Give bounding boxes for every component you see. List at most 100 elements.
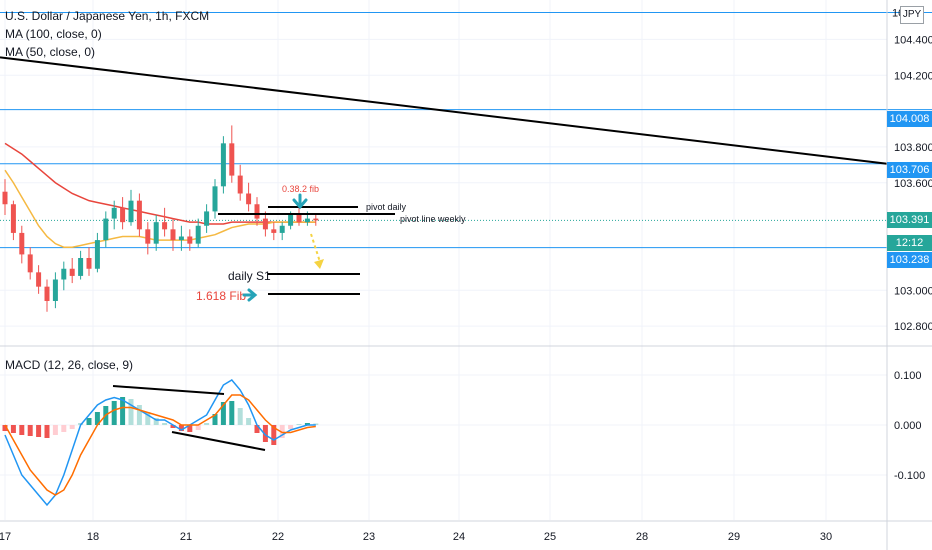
macd-histogram-bar: [279, 425, 285, 438]
candle-body: [279, 225, 285, 233]
macd-histogram-bar: [120, 397, 126, 425]
candle-body: [103, 218, 109, 241]
macd-histogram-bar: [296, 424, 302, 425]
macd-legend: MACD (12, 26, close, 9): [5, 358, 134, 372]
horizontal-levels: [0, 12, 932, 249]
candle-body: [78, 258, 84, 276]
chart-title: U.S. Dollar / Japanese Yen, 1h, FXCM: [5, 9, 210, 23]
fib382-label: 0.38.2 fib: [282, 184, 319, 194]
candle: [145, 222, 151, 255]
price-tag-r2: 103.706: [887, 162, 932, 178]
macd-histogram-bar: [204, 423, 210, 425]
candle-body: [2, 191, 8, 205]
candle: [111, 200, 117, 230]
candle: [279, 222, 285, 241]
macd-histogram-bar: [19, 425, 25, 435]
time-tick-label: 24: [453, 531, 465, 543]
time-tick-label: 22: [272, 531, 284, 543]
time-tick-label: 23: [363, 531, 375, 543]
candle: [94, 232, 100, 273]
macd-histogram-bar: [61, 425, 67, 432]
candle: [212, 179, 218, 219]
macd-histogram-bar: [52, 425, 58, 435]
time-tick-label: 30: [820, 531, 832, 543]
candle: [195, 218, 201, 248]
currency-badge[interactable]: JPY: [900, 6, 924, 24]
candle-body: [19, 232, 25, 255]
candle-body: [178, 236, 184, 241]
annotations: pivot daily pivot line weekly 0.38.2 fib da…: [196, 184, 466, 303]
candle-body: [296, 215, 302, 223]
candle-body: [27, 254, 33, 273]
macd-tick-label: -0.100: [894, 470, 925, 482]
price-tag-last: 103.391: [887, 212, 932, 228]
macd-histogram-bar: [304, 423, 310, 425]
candle: [120, 197, 126, 230]
price-tick-label: 104.400: [894, 34, 932, 46]
ma100-line: [4, 142, 316, 225]
candle-body: [262, 218, 268, 230]
candle-body: [36, 272, 42, 287]
candle-body: [120, 207, 126, 223]
candle: [27, 247, 33, 280]
price-tick-label: 102.800: [894, 321, 932, 333]
candle: [69, 258, 75, 284]
macd-tick-label: 0.100: [894, 370, 922, 382]
candle: [246, 182, 252, 212]
candle: [19, 225, 25, 264]
candle: [162, 207, 168, 237]
macd-signal-line: [4, 394, 316, 496]
ma50-legend: MA (50, close, 0): [5, 45, 96, 59]
time-tick-label: 28: [636, 531, 648, 543]
macd-histogram-bar: [212, 414, 218, 425]
candle: [136, 193, 142, 237]
grid: [0, 0, 887, 520]
fib1618-label: 1.618 Fib: [196, 289, 246, 303]
candle-body: [187, 236, 193, 244]
macd-histogram-bar: [27, 425, 33, 436]
candle-body: [10, 204, 16, 233]
time-tick-label: 21: [180, 531, 192, 543]
candle-body: [111, 207, 117, 219]
candle: [36, 265, 42, 294]
trendline-down: [0, 56, 888, 165]
candle: [170, 218, 176, 251]
macd-histogram-bar: [237, 408, 243, 425]
macd-histogram-bar: [187, 425, 193, 432]
macd-histogram-bar: [254, 425, 260, 433]
macd-histogram-bar: [86, 418, 92, 425]
candle: [2, 179, 8, 215]
candle: [237, 164, 243, 201]
price-tag-r1: 104.008: [887, 111, 932, 127]
macd-histogram-bar: [162, 423, 168, 425]
macd-histogram-bar: [195, 425, 201, 430]
candle-body: [153, 222, 159, 244]
candle: [128, 189, 134, 226]
macd-histogram-bar: [246, 418, 252, 425]
macd-histogram-bar: [229, 401, 235, 425]
daily-s1-label: daily S1: [228, 269, 271, 283]
candle-body: [271, 229, 277, 233]
divergence-line-upper: [112, 385, 225, 395]
candle: [86, 247, 92, 276]
macd-histogram-bar: [153, 418, 159, 425]
candle-body: [254, 204, 260, 219]
time-tick-label: 25: [544, 531, 556, 543]
macd-histogram-bar: [111, 401, 117, 425]
macd-line: [4, 379, 316, 507]
candle: [103, 211, 109, 248]
candle-body: [52, 279, 58, 301]
macd-histogram-bar: [36, 425, 42, 437]
price-tick-label: 103.800: [894, 142, 932, 154]
candle: [204, 204, 210, 233]
time-tick-label: 29: [728, 531, 740, 543]
macd-histogram-bar: [170, 425, 176, 428]
macd-pane: [2, 379, 319, 507]
candle-body: [220, 143, 226, 187]
candle: [313, 215, 319, 226]
candle-body: [212, 186, 218, 212]
candle-body: [313, 218, 319, 221]
price-tick-label: 103.000: [894, 285, 932, 297]
macd-histogram-bar: [288, 425, 294, 429]
